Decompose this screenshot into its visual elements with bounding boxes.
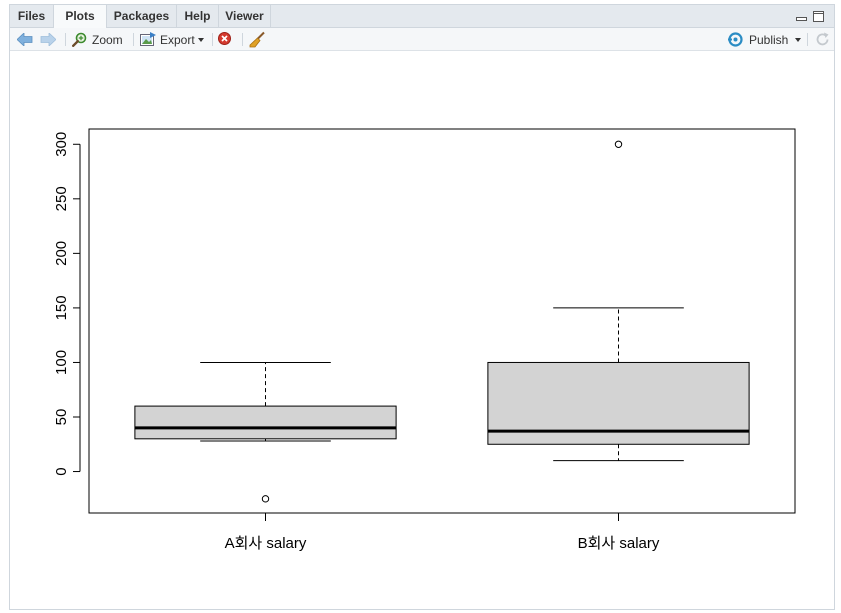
tab-packages[interactable]: Packages — [107, 5, 177, 28]
plot-toolbar: Zoom Export — [10, 28, 834, 51]
toolbar-separator — [242, 33, 243, 46]
chevron-down-icon — [198, 38, 204, 42]
arrow-right-icon[interactable] — [40, 33, 56, 46]
x-tick-label: A회사 salary — [225, 535, 307, 552]
y-tick-label: 0 — [53, 467, 70, 475]
arrow-left-icon[interactable] — [17, 33, 33, 46]
publish-label: Publish — [749, 33, 789, 47]
x-axis: A회사 salary B회사 salary — [225, 513, 660, 552]
tab-plots[interactable]: Plots — [54, 5, 107, 29]
refresh-icon[interactable] — [815, 32, 830, 47]
export-icon — [140, 32, 156, 46]
box-group — [487, 140, 750, 462]
tab-bar: Files Plots Packages Help Viewer — [10, 5, 834, 29]
box-group — [134, 361, 397, 503]
toolbar-separator — [212, 33, 213, 46]
export-label: Export — [160, 33, 195, 47]
y-axis: 0 50 100 150 200 250 300 — [53, 132, 81, 476]
y-tick-label: 100 — [53, 350, 70, 375]
publish-icon — [728, 32, 743, 47]
y-tick-label: 200 — [53, 241, 70, 266]
tab-viewer[interactable]: Viewer — [219, 5, 271, 28]
maximize-icon[interactable] — [813, 11, 824, 22]
chevron-down-icon — [795, 38, 801, 42]
magnifier-icon — [72, 32, 87, 47]
zoom-label: Zoom — [92, 33, 123, 47]
plot-frame — [88, 128, 796, 514]
plot-canvas: 0 50 100 150 200 250 300 A회사 salary B회사 salary — [10, 51, 834, 609]
plots-pane: Files Plots Packages Help Viewer — [9, 4, 835, 610]
zoom-button[interactable]: Zoom — [72, 30, 128, 49]
minimize-icon[interactable] — [796, 11, 807, 22]
boxplot-chart: 0 50 100 150 200 250 300 A회사 salary B회사 salary — [53, 128, 796, 552]
boxes — [134, 140, 750, 503]
outlier-point — [261, 495, 270, 503]
export-button[interactable]: Export — [140, 30, 208, 49]
y-tick-label: 150 — [53, 295, 70, 320]
x-tick-label: B회사 salary — [578, 535, 660, 552]
tab-files[interactable]: Files — [10, 5, 54, 28]
y-tick-label: 250 — [53, 186, 70, 211]
toolbar-separator — [807, 33, 808, 46]
box-iqr — [134, 405, 397, 440]
broom-icon[interactable] — [249, 31, 266, 48]
toolbar-separator — [133, 33, 134, 46]
publish-button[interactable]: Publish — [728, 30, 801, 49]
toolbar-separator — [65, 33, 66, 46]
y-tick-label: 300 — [53, 132, 70, 157]
remove-plot-icon[interactable] — [218, 32, 231, 45]
y-tick-label: 50 — [53, 409, 70, 426]
tab-help[interactable]: Help — [177, 5, 219, 28]
outlier-point — [614, 140, 623, 148]
